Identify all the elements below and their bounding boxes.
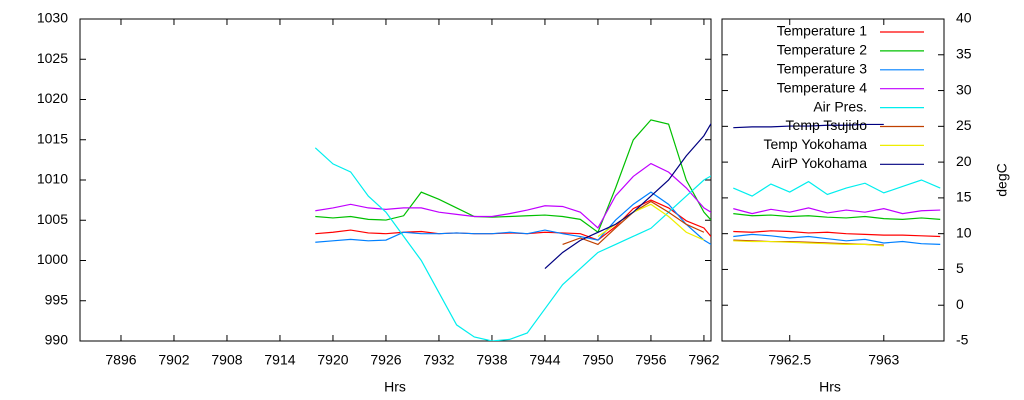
x-tick-label: 7956 — [635, 352, 666, 368]
legend-label: Temp Tsujido — [786, 117, 868, 133]
legend-label: Air Pres. — [813, 98, 867, 114]
y2-axis-label: degC — [994, 163, 1010, 196]
y2-tick-label: 10 — [956, 224, 972, 240]
y2-tick-label: 30 — [956, 81, 972, 97]
y2-tick-label: 0 — [956, 296, 964, 312]
y2-tick-label: 25 — [956, 117, 972, 133]
y2-tick-label: 5 — [956, 260, 964, 276]
y2-tick-label: 40 — [956, 10, 972, 26]
x-tick-label: 7963 — [868, 352, 899, 368]
series-line — [562, 200, 705, 246]
legend-label: Temp Yokohama — [763, 136, 867, 152]
x-tick-label: 7926 — [370, 352, 401, 368]
legend-label: Temperature 4 — [777, 79, 867, 95]
series-line — [733, 213, 941, 220]
x-axis-label: Hrs — [384, 379, 406, 395]
y-tick-label: 1015 — [37, 130, 68, 146]
series-line — [733, 230, 941, 238]
x-tick-label: 7962 — [688, 352, 719, 368]
plot-area — [314, 119, 711, 341]
y-tick-label: 1000 — [37, 251, 68, 267]
x-tick-label: 7944 — [529, 352, 560, 368]
y-tick-label: 990 — [45, 332, 69, 348]
x-tick-label: 7920 — [317, 352, 348, 368]
x-tick-label: 7908 — [211, 352, 242, 368]
y-tick-label: 1010 — [37, 171, 68, 187]
legend-label: Temperature 1 — [777, 23, 867, 39]
y2-tick-label: 35 — [956, 45, 972, 61]
x-axis-label: Hrs — [819, 379, 841, 395]
x-tick-label: 7932 — [423, 352, 454, 368]
y-tick-label: 1005 — [37, 211, 68, 227]
legend-label: AirP Yokohama — [772, 155, 868, 171]
series-line — [315, 119, 711, 234]
series-line — [544, 123, 711, 269]
series-line — [733, 207, 941, 215]
y2-tick-label: 20 — [956, 153, 972, 169]
y2-tick-label: -5 — [956, 332, 969, 348]
x-tick-label: 7914 — [264, 352, 295, 368]
series-line — [314, 147, 711, 341]
series-line — [733, 179, 941, 197]
x-tick-label: 7950 — [582, 352, 613, 368]
y-tick-label: 1025 — [37, 50, 68, 66]
series-line — [733, 240, 884, 247]
series-line — [733, 123, 884, 129]
plot-frame — [721, 18, 945, 342]
x-tick-label: 7902 — [158, 352, 189, 368]
plot-frame — [79, 18, 712, 342]
legend-label: Temperature 2 — [777, 42, 867, 58]
y2-tick-label: 15 — [956, 189, 972, 205]
legend-label: Temperature 3 — [777, 61, 867, 77]
y-tick-label: 1020 — [37, 90, 68, 106]
x-tick-label: 7938 — [476, 352, 507, 368]
series-line — [733, 233, 941, 245]
y-tick-label: 1030 — [37, 10, 68, 26]
x-tick-label: 7896 — [105, 352, 136, 368]
plot-area — [733, 123, 941, 247]
y-tick-label: 995 — [45, 291, 69, 307]
x-tick-label: 7962.5 — [768, 352, 811, 368]
